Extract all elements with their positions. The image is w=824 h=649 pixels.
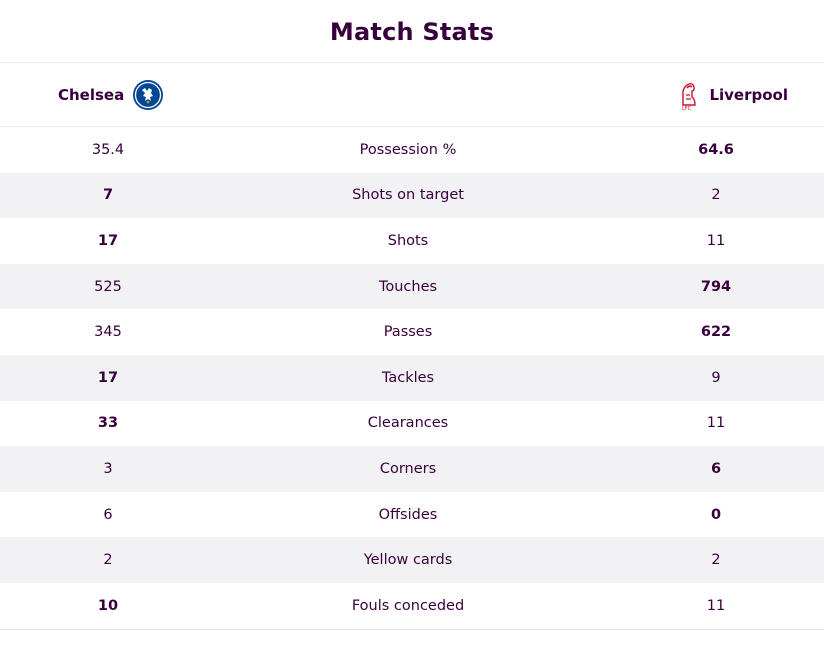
home-team[interactable]: Chelsea bbox=[58, 63, 164, 126]
stat-row: 35.4 Possession % 64.6 bbox=[0, 127, 824, 173]
home-stat-value: 10 bbox=[97, 597, 119, 614]
page-title: Match Stats bbox=[329, 18, 495, 46]
stat-label: Yellow cards bbox=[363, 552, 453, 569]
stat-row: 345 Passes 622 bbox=[0, 309, 824, 355]
away-team-name: Liverpool bbox=[709, 85, 788, 104]
stats-table: 35.4 Possession % 64.6 7 Shots on target 2 17 S… bbox=[0, 127, 824, 630]
home-stat-value: 2 bbox=[103, 552, 113, 569]
home-stat-value: 33 bbox=[97, 415, 119, 432]
away-stat-value: 11 bbox=[706, 597, 726, 614]
stat-row: 2 Yellow cards 2 bbox=[0, 537, 824, 583]
stat-label: Passes bbox=[383, 324, 433, 341]
title-bar: Match Stats bbox=[0, 0, 824, 63]
stat-label: Touches bbox=[378, 278, 438, 295]
stat-label: Possession % bbox=[359, 141, 457, 158]
stat-label: Offsides bbox=[378, 506, 438, 523]
stat-label: Shots bbox=[387, 232, 429, 249]
home-stat-value: 17 bbox=[97, 232, 119, 249]
away-stat-value: 9 bbox=[711, 369, 721, 386]
stat-row: 525 Touches 794 bbox=[0, 263, 824, 310]
stat-row: 7 Shots on target 2 bbox=[0, 172, 824, 219]
stat-label: Tackles bbox=[381, 369, 435, 386]
away-stat-value: 64.6 bbox=[698, 141, 734, 158]
home-team-name: Chelsea bbox=[58, 85, 125, 104]
chelsea-crest-icon bbox=[132, 79, 164, 111]
away-team[interactable]: LFC Liverpool bbox=[679, 63, 788, 126]
home-stat-value: 6 bbox=[103, 506, 113, 523]
stat-row: 10 Fouls conceded 11 bbox=[0, 583, 824, 630]
home-stat-value: 35.4 bbox=[91, 141, 125, 158]
away-stat-value: 794 bbox=[700, 278, 732, 295]
stat-label: Clearances bbox=[367, 415, 449, 432]
away-stat-value: 622 bbox=[700, 324, 732, 341]
stat-label: Shots on target bbox=[352, 187, 464, 204]
liverpool-crest-icon: LFC bbox=[679, 79, 699, 111]
teams-header: Chelsea LFC Liverpool bbox=[0, 63, 824, 127]
home-stat-value: 17 bbox=[97, 369, 119, 386]
away-stat-value: 11 bbox=[706, 415, 726, 432]
stat-label: Corners bbox=[379, 460, 437, 477]
home-stat-value: 525 bbox=[94, 278, 122, 295]
away-stat-value: 6 bbox=[710, 460, 722, 477]
stat-row: 6 Offsides 0 bbox=[0, 492, 824, 538]
home-stat-value: 345 bbox=[94, 324, 122, 341]
stat-row: 3 Corners 6 bbox=[0, 446, 824, 492]
away-stat-value: 0 bbox=[710, 506, 722, 523]
away-stat-value: 2 bbox=[711, 187, 721, 204]
away-stat-value: 2 bbox=[711, 552, 721, 569]
home-stat-value: 7 bbox=[102, 187, 114, 204]
svg-text:LFC: LFC bbox=[682, 106, 692, 111]
stat-row: 17 Shots 11 bbox=[0, 218, 824, 264]
stat-row: 33 Clearances 11 bbox=[0, 401, 824, 447]
stat-row: 17 Tackles 9 bbox=[0, 354, 824, 401]
stat-label: Fouls conceded bbox=[351, 597, 465, 614]
away-stat-value: 11 bbox=[706, 232, 726, 249]
home-stat-value: 3 bbox=[103, 460, 113, 477]
